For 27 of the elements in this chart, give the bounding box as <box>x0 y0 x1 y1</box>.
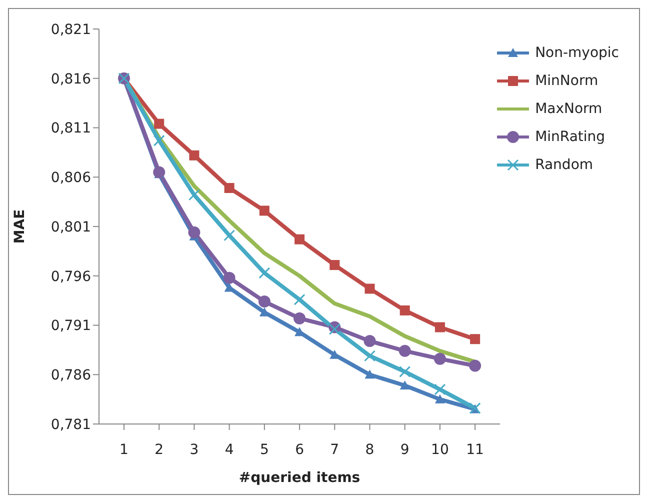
y-tick-label: 0,806 <box>50 170 92 186</box>
x-tick-label: 7 <box>330 442 340 458</box>
x-tick-label: 2 <box>154 442 164 458</box>
x-tick-label: 3 <box>190 442 199 458</box>
y-tick-label: 0,781 <box>50 416 91 433</box>
legend-label: Non-myopic <box>535 44 619 63</box>
y-axis-title: MAE <box>12 209 28 244</box>
y-tick-label: 0,821 <box>50 22 91 38</box>
x-tick-label: 10 <box>431 442 449 458</box>
x-tick-label: 5 <box>260 442 269 458</box>
y-tick-label: 0,801 <box>50 219 91 236</box>
legend-label: MaxNorm <box>535 100 602 119</box>
x-tick-label: 8 <box>365 442 374 458</box>
x-tick-label: 4 <box>224 442 234 458</box>
x-tick-label: 6 <box>295 442 304 458</box>
legend-label: Random <box>535 156 594 175</box>
x-tick-label: 9 <box>400 442 410 458</box>
x-tick-label: 11 <box>466 442 484 458</box>
legend-label: MinNorm <box>535 72 598 91</box>
y-tick-label: 0,786 <box>50 368 92 384</box>
x-tick-label: 1 <box>120 442 128 458</box>
legend-label: MinRating <box>535 128 606 147</box>
y-tick-label: 0,791 <box>50 318 91 334</box>
y-tick-label: 0,816 <box>50 71 92 88</box>
y-tick-label: 0,796 <box>50 268 92 285</box>
x-axis-title: #queried items <box>238 470 360 486</box>
y-tick-label: 0,811 <box>50 120 91 137</box>
